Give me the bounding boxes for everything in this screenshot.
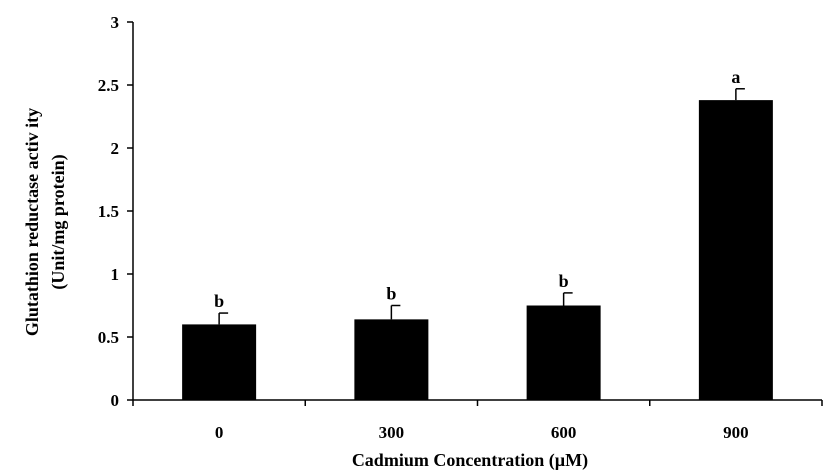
- y-tick-label: 0.5: [98, 328, 119, 347]
- significance-label: a: [731, 67, 740, 87]
- x-tick-label: 600: [551, 423, 577, 442]
- y-tick-label: 2: [111, 139, 120, 158]
- significance-label: b: [214, 291, 224, 311]
- x-axis-title: Cadmium Concentration (µM): [352, 450, 588, 471]
- bar: [182, 324, 257, 400]
- y-axis-title-line-2: (Unit/mg protein): [48, 154, 69, 289]
- bar: [354, 319, 429, 400]
- y-tick-label: 0: [111, 391, 120, 410]
- x-tick-label: 300: [379, 423, 405, 442]
- y-axis-title-line-1: Glutathion reductase activ ity: [22, 108, 42, 336]
- x-tick-label: 0: [215, 423, 224, 442]
- y-tick-label: 1.5: [98, 202, 119, 221]
- significance-label: b: [559, 271, 569, 291]
- bar: [698, 100, 773, 401]
- bar: [526, 305, 601, 400]
- y-tick-label: 2.5: [98, 76, 119, 95]
- x-tick-label: 900: [723, 423, 749, 442]
- significance-label: b: [386, 284, 396, 304]
- y-tick-label: 1: [111, 265, 120, 284]
- y-tick-label: 3: [111, 13, 120, 32]
